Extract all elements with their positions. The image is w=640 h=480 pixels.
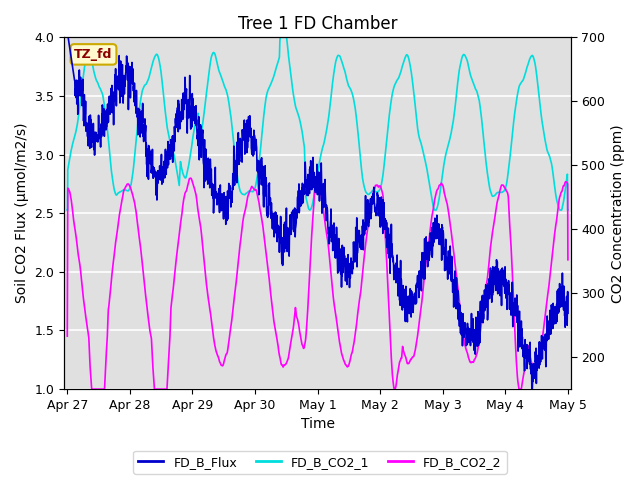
Legend: FD_B_Flux, FD_B_CO2_1, FD_B_CO2_2: FD_B_Flux, FD_B_CO2_1, FD_B_CO2_2 [133,451,507,474]
Y-axis label: Soil CO2 Flux (μmol/m2/s): Soil CO2 Flux (μmol/m2/s) [15,123,29,303]
Text: TZ_fd: TZ_fd [74,48,113,61]
Y-axis label: CO2 Concentration (ppm): CO2 Concentration (ppm) [611,124,625,302]
Title: Tree 1 FD Chamber: Tree 1 FD Chamber [238,15,397,33]
X-axis label: Time: Time [301,418,335,432]
